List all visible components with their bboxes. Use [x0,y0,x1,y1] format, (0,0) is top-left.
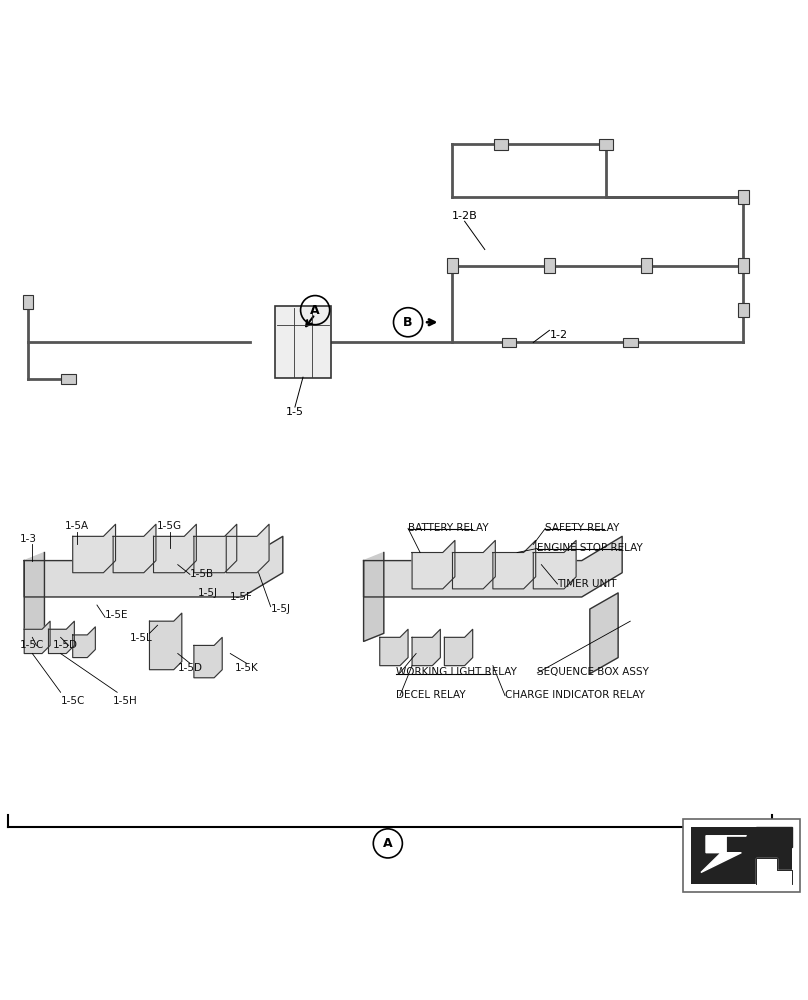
Polygon shape [24,621,50,654]
Text: WORKING LIGHT RELAY: WORKING LIGHT RELAY [396,667,517,677]
Text: 1-5D: 1-5D [178,663,202,673]
Bar [494,139,508,150]
Text: 1-5D: 1-5D [53,640,78,650]
Bar [23,295,33,309]
Text: DECEL RELAY: DECEL RELAY [396,690,465,700]
Polygon shape [73,524,116,573]
Polygon shape [194,637,222,678]
Text: 1-5J: 1-5J [198,588,218,598]
Bar [545,258,555,273]
Bar [683,819,800,892]
Text: 1-3: 1-3 [20,534,37,544]
Text: 1-5E: 1-5E [105,610,128,620]
Polygon shape [701,836,747,872]
Polygon shape [412,629,440,666]
Polygon shape [756,827,792,847]
Bar [502,338,516,347]
Polygon shape [364,553,384,641]
Polygon shape [73,627,95,658]
Text: 1-5: 1-5 [286,407,304,417]
Bar [642,258,652,273]
Polygon shape [24,553,44,641]
Polygon shape [24,536,283,597]
Polygon shape [194,524,237,573]
Polygon shape [48,621,74,654]
Polygon shape [364,536,622,597]
Polygon shape [533,540,576,589]
FancyBboxPatch shape [275,306,331,378]
Text: 1-5H: 1-5H [113,696,137,706]
Polygon shape [590,593,618,674]
Bar [739,303,749,317]
Polygon shape [113,524,156,573]
Text: SAFETY RELAY: SAFETY RELAY [545,523,620,533]
Text: 1-5G: 1-5G [157,521,183,531]
Polygon shape [412,540,455,589]
Text: 1-5F: 1-5F [230,592,253,602]
Text: A: A [310,304,320,317]
Text: ENGINE STOP RELAY: ENGINE STOP RELAY [537,543,643,553]
Text: TIMER UNIT: TIMER UNIT [558,579,617,589]
Bar [61,374,76,384]
Text: CHARGE INDICATOR RELAY: CHARGE INDICATOR RELAY [505,690,645,700]
Text: 1-5C: 1-5C [20,640,44,650]
Polygon shape [226,524,269,573]
Bar [691,827,792,884]
Polygon shape [149,613,182,670]
Text: SEQUENCE BOX ASSY: SEQUENCE BOX ASSY [537,667,649,677]
Text: A: A [383,837,393,850]
Text: 1-5K: 1-5K [234,663,259,673]
Text: 1-2B: 1-2B [452,211,478,221]
Text: B: B [403,316,413,329]
Bar [599,139,613,150]
Text: 1-5A: 1-5A [65,521,89,531]
Text: 1-5L: 1-5L [130,633,153,643]
Text: 1-5C: 1-5C [61,696,85,706]
Polygon shape [154,524,196,573]
Bar [739,258,749,273]
Text: 1-5J: 1-5J [271,604,291,614]
Polygon shape [380,629,408,666]
Polygon shape [493,540,536,589]
Text: 1-2: 1-2 [549,330,567,340]
Polygon shape [452,540,495,589]
Polygon shape [444,629,473,666]
Bar [623,338,638,347]
Text: 1-5B: 1-5B [190,569,214,579]
Polygon shape [756,858,792,884]
Bar [448,258,458,273]
Text: BATTERY RELAY: BATTERY RELAY [408,523,489,533]
Bar [739,190,749,204]
